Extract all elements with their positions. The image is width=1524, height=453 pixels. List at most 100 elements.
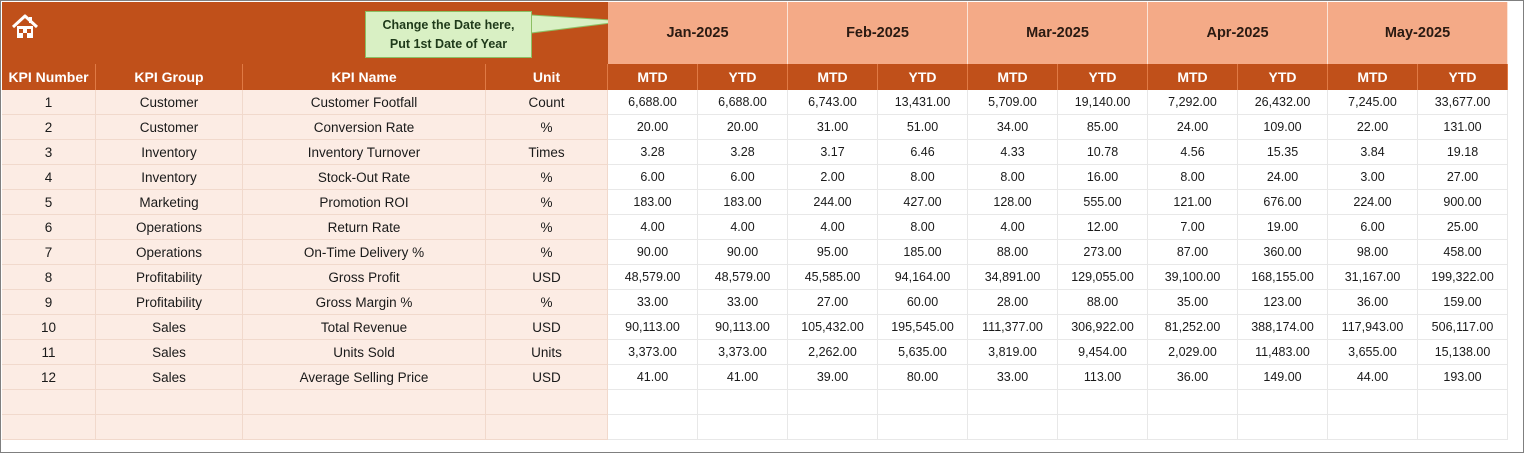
mtd-value-cell[interactable]: 4.00 [608,215,698,240]
kpi-group-cell[interactable]: Customer [96,115,243,140]
mtd-value-cell[interactable]: 121.00 [1148,190,1238,215]
kpi-name-cell[interactable]: Total Revenue [243,315,486,340]
ytd-value-cell[interactable]: 193.00 [1418,365,1508,390]
unit-cell[interactable]: Units [486,340,608,365]
ytd-value-cell[interactable]: 6.46 [878,140,968,165]
header-mtd[interactable]: MTD [1328,64,1418,90]
mtd-value-cell[interactable]: 45,585.00 [788,265,878,290]
mtd-value-cell[interactable]: 28.00 [968,290,1058,315]
ytd-value-cell[interactable]: 6.00 [698,165,788,190]
mtd-value-cell[interactable]: 24.00 [1148,115,1238,140]
ytd-value-cell[interactable]: 90,113.00 [698,315,788,340]
ytd-value-cell[interactable] [878,415,968,440]
ytd-value-cell[interactable]: 306,922.00 [1058,315,1148,340]
mtd-value-cell[interactable]: 3,655.00 [1328,340,1418,365]
ytd-value-cell[interactable]: 48,579.00 [698,265,788,290]
header-mtd[interactable]: MTD [968,64,1058,90]
ytd-value-cell[interactable]: 149.00 [1238,365,1328,390]
mtd-value-cell[interactable]: 2,029.00 [1148,340,1238,365]
kpi-name-cell[interactable]: Stock-Out Rate [243,165,486,190]
mtd-value-cell[interactable] [968,415,1058,440]
kpi-number-cell[interactable]: 10 [2,315,96,340]
month-header-apr[interactable]: Apr-2025 [1148,2,1328,64]
ytd-value-cell[interactable]: 900.00 [1418,190,1508,215]
kpi-number-cell[interactable]: 2 [2,115,96,140]
ytd-value-cell[interactable]: 12.00 [1058,215,1148,240]
ytd-value-cell[interactable]: 25.00 [1418,215,1508,240]
ytd-value-cell[interactable] [1058,390,1148,415]
ytd-value-cell[interactable]: 129,055.00 [1058,265,1148,290]
kpi-group-cell[interactable]: Inventory [96,140,243,165]
ytd-value-cell[interactable]: 94,164.00 [878,265,968,290]
ytd-value-cell[interactable] [698,415,788,440]
ytd-value-cell[interactable]: 555.00 [1058,190,1148,215]
ytd-value-cell[interactable]: 4.00 [698,215,788,240]
mtd-value-cell[interactable]: 7,245.00 [1328,90,1418,115]
kpi-name-cell[interactable] [243,415,486,440]
ytd-value-cell[interactable]: 11,483.00 [1238,340,1328,365]
kpi-number-cell[interactable]: 8 [2,265,96,290]
kpi-group-cell[interactable]: Sales [96,315,243,340]
ytd-value-cell[interactable]: 131.00 [1418,115,1508,140]
ytd-value-cell[interactable]: 458.00 [1418,240,1508,265]
ytd-value-cell[interactable]: 168,155.00 [1238,265,1328,290]
ytd-value-cell[interactable]: 388,174.00 [1238,315,1328,340]
ytd-value-cell[interactable]: 427.00 [878,190,968,215]
unit-cell[interactable]: % [486,165,608,190]
mtd-value-cell[interactable] [788,390,878,415]
ytd-value-cell[interactable]: 15,138.00 [1418,340,1508,365]
unit-cell[interactable] [486,390,608,415]
ytd-value-cell[interactable]: 15.35 [1238,140,1328,165]
header-ytd[interactable]: YTD [1238,64,1328,90]
ytd-value-cell[interactable]: 41.00 [698,365,788,390]
header-ytd[interactable]: YTD [698,64,788,90]
ytd-value-cell[interactable]: 19,140.00 [1058,90,1148,115]
ytd-value-cell[interactable]: 85.00 [1058,115,1148,140]
header-kpi-number[interactable]: KPI Number [2,64,96,90]
kpi-group-cell[interactable]: Operations [96,215,243,240]
unit-cell[interactable]: Times [486,140,608,165]
mtd-value-cell[interactable]: 3.17 [788,140,878,165]
kpi-group-cell[interactable]: Inventory [96,165,243,190]
ytd-value-cell[interactable]: 8.00 [878,165,968,190]
ytd-value-cell[interactable]: 19.18 [1418,140,1508,165]
month-header-mar[interactable]: Mar-2025 [968,2,1148,64]
ytd-value-cell[interactable]: 24.00 [1238,165,1328,190]
mtd-value-cell[interactable]: 128.00 [968,190,1058,215]
kpi-group-cell[interactable]: Sales [96,340,243,365]
unit-cell[interactable]: % [486,290,608,315]
kpi-name-cell[interactable]: Average Selling Price [243,365,486,390]
kpi-group-cell[interactable]: Operations [96,240,243,265]
mtd-value-cell[interactable]: 111,377.00 [968,315,1058,340]
kpi-name-cell[interactable]: Return Rate [243,215,486,240]
mtd-value-cell[interactable]: 117,943.00 [1328,315,1418,340]
kpi-group-cell[interactable]: Sales [96,365,243,390]
mtd-value-cell[interactable]: 2.00 [788,165,878,190]
ytd-value-cell[interactable]: 80.00 [878,365,968,390]
mtd-value-cell[interactable]: 90,113.00 [608,315,698,340]
ytd-value-cell[interactable]: 6,688.00 [698,90,788,115]
mtd-value-cell[interactable]: 224.00 [1328,190,1418,215]
mtd-value-cell[interactable]: 90.00 [608,240,698,265]
mtd-value-cell[interactable]: 98.00 [1328,240,1418,265]
ytd-value-cell[interactable] [698,390,788,415]
ytd-value-cell[interactable]: 113.00 [1058,365,1148,390]
ytd-value-cell[interactable]: 159.00 [1418,290,1508,315]
kpi-name-cell[interactable]: Units Sold [243,340,486,365]
ytd-value-cell[interactable]: 109.00 [1238,115,1328,140]
ytd-value-cell[interactable]: 273.00 [1058,240,1148,265]
ytd-value-cell[interactable]: 3.28 [698,140,788,165]
mtd-value-cell[interactable]: 4.00 [788,215,878,240]
unit-cell[interactable]: Count [486,90,608,115]
ytd-value-cell[interactable]: 13,431.00 [878,90,968,115]
kpi-number-cell[interactable]: 6 [2,215,96,240]
mtd-value-cell[interactable]: 36.00 [1328,290,1418,315]
kpi-group-cell[interactable] [96,390,243,415]
kpi-name-cell[interactable]: Conversion Rate [243,115,486,140]
ytd-value-cell[interactable]: 16.00 [1058,165,1148,190]
ytd-value-cell[interactable]: 26,432.00 [1238,90,1328,115]
kpi-name-cell[interactable]: Promotion ROI [243,190,486,215]
ytd-value-cell[interactable]: 9,454.00 [1058,340,1148,365]
ytd-value-cell[interactable]: 33,677.00 [1418,90,1508,115]
mtd-value-cell[interactable]: 27.00 [788,290,878,315]
